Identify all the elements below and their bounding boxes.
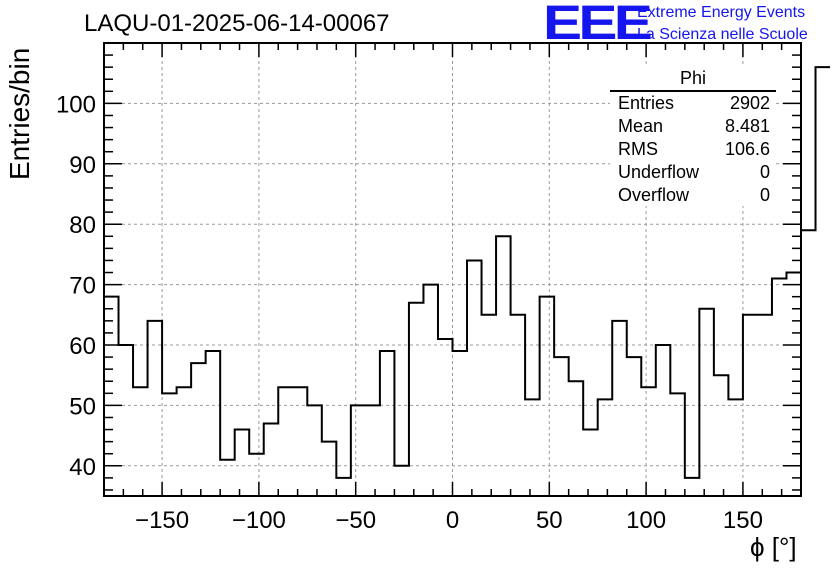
histogram-bin bbox=[206, 351, 221, 496]
histogram-bin bbox=[162, 393, 177, 496]
histogram-bin bbox=[699, 309, 714, 496]
histogram-bin bbox=[583, 430, 598, 496]
histogram-bin bbox=[191, 363, 206, 496]
x-tick-label: 150 bbox=[723, 507, 763, 534]
x-axis-label: ϕ [°] bbox=[750, 532, 797, 562]
stats-value: 0 bbox=[759, 185, 770, 205]
histogram-bin bbox=[685, 478, 700, 496]
y-axis-label: Entries/bin bbox=[4, 47, 35, 180]
y-tick-label: 40 bbox=[69, 454, 96, 481]
histogram-bin bbox=[627, 357, 642, 496]
axis-ticks bbox=[103, 42, 802, 496]
histogram-bin bbox=[757, 315, 772, 496]
stats-value: 106.6 bbox=[724, 139, 770, 159]
tick-labels: −150 −100 −50 0 50 100 150 40 50 60 70 80 90 100 bbox=[56, 91, 763, 534]
x-tick-label: −150 bbox=[135, 507, 189, 534]
histogram-bin bbox=[598, 399, 613, 496]
histogram-bin bbox=[104, 297, 119, 496]
y-tick-label: 100 bbox=[56, 91, 96, 118]
stats-row-overflow: Overflow 0 bbox=[610, 184, 776, 207]
stats-row-mean: Mean 8.481 bbox=[610, 115, 776, 138]
x-tick-label: 100 bbox=[626, 507, 666, 534]
chart-title: LAQU-01-2025-06-14-00067 bbox=[84, 10, 390, 37]
histogram-bin bbox=[423, 285, 438, 496]
histogram-bin bbox=[278, 387, 293, 496]
stats-value: 0 bbox=[759, 162, 770, 182]
stats-label: RMS bbox=[618, 139, 658, 159]
histogram-bin bbox=[133, 387, 148, 496]
histogram-bin bbox=[743, 315, 758, 496]
histogram-step-line bbox=[104, 66, 831, 479]
stats-title: Phi bbox=[610, 66, 776, 92]
histogram-bin bbox=[772, 279, 787, 496]
histogram-bin bbox=[148, 321, 163, 496]
histogram-bin bbox=[235, 430, 250, 496]
x-tick-label: −100 bbox=[232, 507, 286, 534]
histogram-bin bbox=[641, 387, 656, 496]
histogram-bin bbox=[496, 236, 511, 496]
histogram-bin bbox=[249, 454, 264, 496]
stats-label: Overflow bbox=[618, 185, 690, 205]
histogram-bin bbox=[307, 405, 322, 496]
histogram-bin bbox=[482, 315, 497, 496]
stats-row-rms: RMS 106.6 bbox=[610, 138, 776, 161]
stats-label: Underflow bbox=[618, 162, 700, 182]
histogram-bin bbox=[322, 442, 337, 496]
y-tick-label: 90 bbox=[69, 152, 96, 179]
stats-label: Entries bbox=[618, 93, 675, 113]
stats-value: 2902 bbox=[729, 93, 770, 113]
histogram-bin bbox=[786, 273, 801, 496]
histogram-bin bbox=[467, 260, 482, 496]
stats-label: Mean bbox=[618, 116, 664, 136]
eee-logo: EEE bbox=[543, 0, 653, 50]
histogram-bin bbox=[177, 387, 192, 496]
histogram-bin bbox=[119, 345, 134, 496]
histogram-bin bbox=[540, 297, 555, 496]
logo-line-2: La Scienza nelle Scuole bbox=[637, 26, 808, 43]
histogram-bin bbox=[714, 375, 729, 496]
histogram-bin bbox=[409, 303, 424, 496]
histogram-bin bbox=[612, 321, 627, 496]
plot-frame bbox=[103, 42, 802, 497]
x-tick-label: 50 bbox=[536, 507, 563, 534]
y-tick-label: 50 bbox=[69, 393, 96, 420]
stats-value: 8.481 bbox=[724, 116, 770, 136]
histogram-bin bbox=[656, 345, 671, 496]
stats-row-entries: Entries 2902 bbox=[610, 92, 776, 115]
histogram-bin bbox=[336, 478, 351, 496]
y-tick-label: 80 bbox=[69, 212, 96, 239]
stats-row-underflow: Underflow 0 bbox=[610, 161, 776, 184]
histogram-bin bbox=[525, 399, 540, 496]
histogram-bin bbox=[569, 381, 584, 496]
histogram-bin bbox=[670, 393, 685, 496]
histogram-bin bbox=[380, 351, 395, 496]
histogram-bin bbox=[511, 315, 526, 496]
histogram-bin bbox=[801, 230, 816, 496]
histogram-bin bbox=[351, 405, 366, 496]
histogram-bin bbox=[264, 424, 279, 496]
histogram-bin bbox=[438, 339, 453, 496]
histogram-bin bbox=[554, 357, 569, 496]
histogram-bin bbox=[453, 351, 468, 496]
histogram-bin bbox=[293, 387, 308, 496]
stats-box: Phi Entries 2902 Mean 8.481 RMS 106.6 Un… bbox=[610, 66, 776, 206]
logo-line-1: Extreme Energy Events bbox=[637, 4, 806, 21]
histogram-bin bbox=[728, 399, 743, 496]
histogram-bin bbox=[816, 67, 831, 496]
y-tick-label: 70 bbox=[69, 273, 96, 300]
histogram-bin bbox=[220, 460, 235, 496]
x-tick-label: 0 bbox=[446, 507, 459, 534]
histogram-bin bbox=[394, 466, 409, 496]
x-tick-label: −50 bbox=[335, 507, 376, 534]
y-tick-label: 60 bbox=[69, 333, 96, 360]
histogram-bin bbox=[365, 405, 380, 496]
